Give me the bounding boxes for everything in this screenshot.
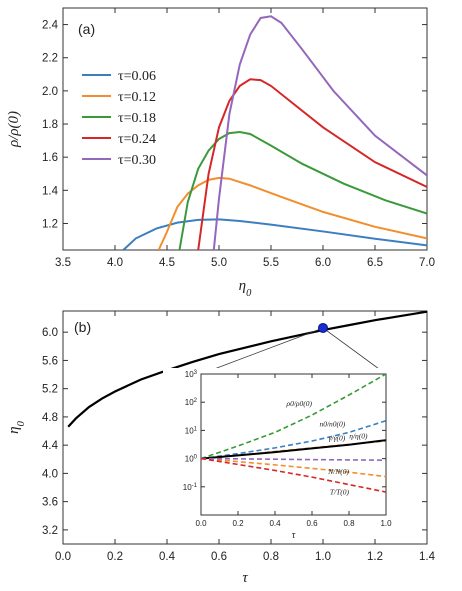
y-tick-label: 5.2 [42, 384, 58, 396]
series-line [157, 176, 427, 250]
inset-y-tick-label: 103 [185, 370, 198, 379]
inset-x-tick-label: 0.4 [269, 519, 281, 528]
inset-series-line [201, 457, 386, 461]
inset-series [201, 374, 386, 493]
y-tick-label: 3.2 [42, 525, 58, 537]
inset-series-line [201, 374, 386, 460]
inset-series-line [201, 419, 386, 460]
legend-entry: τ=0.24 [118, 132, 156, 147]
panel-b-series [67, 310, 428, 428]
inset-x-tick-label: 1.0 [380, 519, 392, 528]
y-tick-label: 1.2 [42, 218, 58, 230]
series-line [67, 310, 428, 428]
inset-x-tick-label: 0.2 [232, 519, 244, 528]
series-line [212, 15, 427, 250]
x-tick-label: 6.0 [315, 257, 331, 269]
y-tick-label: 1.8 [42, 119, 58, 131]
x-tick-label: 1.2 [367, 551, 383, 563]
inset-panel: 0.0 0.2 0.4 0.6 0.8 1.0 10-1 100 101 102 103 ρ0/ρ0… [163, 368, 394, 541]
y-tick-label: 6.0 [42, 327, 58, 339]
x-tick-label: 1.4 [419, 551, 436, 563]
panel-a-frame [62, 7, 428, 251]
series-line [178, 130, 427, 250]
inset-frame [200, 373, 387, 516]
panel-b-x-axis-label: τ [242, 570, 248, 586]
panel-a-y-axis-label: ρ/ρ(0) [6, 111, 22, 148]
y-tick-label: 2.4 [42, 20, 59, 32]
x-tick-label: 6.5 [367, 257, 383, 269]
x-tick-label: 1.0 [315, 551, 331, 563]
y-tick-label: 1.6 [42, 152, 58, 164]
inset-x-tick-label: 0.0 [195, 519, 207, 528]
inset-series-line [201, 457, 386, 493]
legend-entry: τ=0.12 [118, 90, 156, 105]
panel-a-label: (a) [78, 21, 95, 37]
inset-series-name: n0/n0(0) [319, 419, 345, 428]
inset-x-tick-label: 0.6 [306, 519, 318, 528]
panel-a-ticks: 3.5 4.0 4.5 5.0 5.5 6.0 6.5 7.0 1.2 1.4 1.6 1.8 2.0 2… [42, 8, 435, 269]
x-tick-label: 5.5 [263, 257, 279, 269]
y-tick-label: 4.0 [42, 468, 58, 480]
y-tick-label: 2.0 [42, 86, 58, 98]
inset-series-line [201, 457, 386, 478]
y-tick-label: 1.4 [42, 185, 59, 197]
inset-series-name: N/N(0) [327, 467, 349, 476]
inset-series-labels: ρ0/ρ0(0) n0/n0(0) γ/γ(0) η/η(0) N/N(0) T/T(0) [285, 399, 368, 497]
inset-series-name: γ/γ(0) [329, 434, 346, 443]
panel-b-frame [62, 310, 428, 545]
y-tick-label: 5.6 [42, 355, 58, 367]
x-tick-label: 4.0 [107, 257, 123, 269]
inset-series-name: T/T(0) [330, 488, 350, 497]
panel-b-ticks: 0.0 0.2 0.4 0.6 0.8 1.0 1.2 1.4 3.2 3.6 4.0 4.4 4.8 5… [42, 311, 436, 563]
y-tick-label: 3.6 [42, 497, 58, 509]
panel-b-y-axis-label: η0 [6, 420, 27, 433]
legend-entry: τ=0.06 [118, 69, 156, 84]
panel-a: 3.5 4.0 4.5 5.0 5.5 6.0 6.5 7.0 1.2 1.4 1.6 1.8 2.0 2… [6, 7, 435, 299]
x-tick-label: 3.5 [55, 257, 71, 269]
legend-entry: τ=0.30 [118, 153, 156, 168]
panel-b-label: (b) [74, 319, 91, 335]
inset-ticks: 0.0 0.2 0.4 0.6 0.8 1.0 10-1 100 101 102 103 [183, 370, 392, 528]
inset-x-tick-label: 0.8 [343, 519, 355, 528]
series-line [197, 78, 427, 250]
panel-b: 0.0 0.2 0.4 0.6 0.8 1.0 1.2 1.4 3.2 3.6 4.0 4.4 4.8 5… [6, 310, 436, 586]
x-tick-label: 0.0 [55, 551, 71, 563]
x-tick-label: 7.0 [419, 257, 435, 269]
inset-series-name: η/η(0) [349, 431, 368, 440]
x-tick-label: 5.0 [211, 257, 227, 269]
inset-y-tick-label: 102 [185, 398, 198, 407]
y-tick-label: 4.4 [42, 440, 59, 452]
connector-line [322, 327, 387, 375]
x-tick-label: 0.4 [159, 551, 176, 563]
inset-connector-lines [200, 327, 387, 375]
x-tick-label: 0.6 [211, 551, 227, 563]
legend-entry: τ=0.18 [118, 111, 156, 126]
inset-y-tick-label: 100 [185, 455, 198, 464]
panel-a-legend: τ=0.06 τ=0.12 τ=0.18 τ=0.24 τ=0.30 [82, 69, 156, 168]
inset-y-tick-label: 101 [185, 426, 198, 435]
inset-y-tick-label: 10-1 [183, 483, 198, 492]
inset-background [163, 368, 394, 539]
panel-a-x-axis-label: η0 [239, 278, 252, 299]
inset-series-line [201, 439, 386, 460]
inset-x-axis-label: τ [292, 530, 296, 541]
x-tick-label: 4.5 [159, 257, 175, 269]
series-line [122, 218, 427, 250]
highlight-marker-point [318, 322, 328, 333]
inset-series-name: ρ0/ρ0(0) [285, 399, 312, 408]
y-tick-label: 2.2 [42, 53, 58, 65]
x-tick-label: 0.8 [263, 551, 279, 563]
panel-a-series [122, 15, 427, 250]
x-tick-label: 0.2 [107, 551, 123, 563]
connector-line [200, 327, 324, 375]
y-tick-label: 4.8 [42, 412, 58, 424]
